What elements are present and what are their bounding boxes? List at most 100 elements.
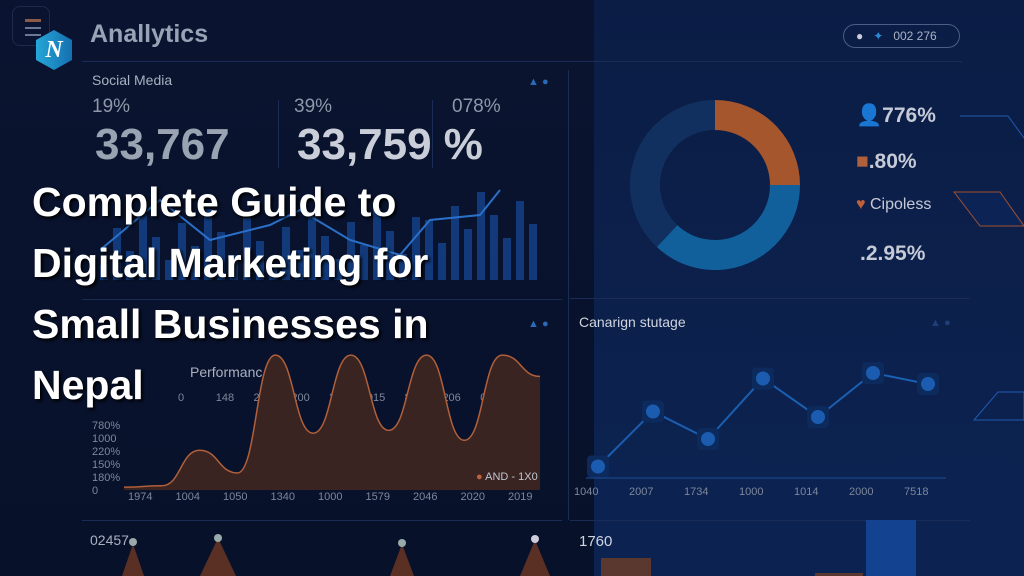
area-line	[124, 354, 540, 488]
bar	[412, 217, 420, 280]
pill-value: 002 276	[893, 29, 937, 43]
trend-line	[100, 189, 501, 257]
x-tick-label: 0	[178, 392, 185, 404]
bar	[386, 231, 394, 280]
bar	[165, 260, 173, 280]
donut-chart	[630, 100, 800, 270]
stat-row: ♥ Cipoless	[856, 196, 931, 214]
area-legend-label: AND - 1X0	[485, 471, 538, 483]
data-point	[756, 371, 770, 386]
apple-icon: ●	[856, 29, 864, 43]
bar	[282, 227, 290, 280]
y-tick-label: 220%	[92, 446, 121, 458]
x-tick-label: 7518	[904, 486, 929, 498]
bar	[217, 232, 225, 280]
headline: Complete Guide to Digital Marketing for …	[32, 172, 572, 416]
bottom-right-value: 1760	[579, 533, 613, 550]
user-icon: 👤	[856, 104, 883, 127]
stat-value: Cipoless	[869, 196, 932, 213]
bar	[204, 209, 212, 280]
metric-pct-1: 19%	[92, 96, 131, 117]
data-point	[866, 366, 880, 380]
stat-row: .2.95%	[860, 242, 925, 266]
headline-line: Digital Marketing for	[32, 240, 429, 286]
bag-icon: ■	[856, 150, 869, 173]
x-tick-label: 1974	[128, 491, 153, 503]
x-tick-label: 1579	[365, 491, 390, 503]
x-tick-label: 1734	[684, 486, 709, 498]
bar	[451, 206, 459, 280]
metric-value-2: 33,759 %	[297, 120, 483, 169]
bar	[113, 228, 121, 280]
bar	[230, 255, 238, 280]
y-tick-label: 1000	[92, 433, 117, 445]
area-chart	[124, 354, 540, 490]
x-tick-label: 1014	[794, 486, 819, 498]
bar	[308, 213, 316, 280]
bar	[425, 220, 433, 280]
stat-value: .80%	[868, 150, 917, 173]
area-fill	[124, 355, 540, 490]
background-bar-chart	[100, 189, 537, 280]
chart-actions-icon[interactable]: ▲ ●	[528, 76, 549, 88]
x-tick-label: 2046	[413, 491, 438, 503]
line-chart-actions-icon[interactable]: ▲ ●	[930, 317, 951, 329]
y-tick-label: 150%	[92, 459, 121, 471]
bar	[256, 241, 264, 280]
data-point	[591, 459, 605, 474]
bar	[815, 573, 863, 576]
bar	[334, 259, 342, 280]
stat-row: 👤776%	[856, 104, 936, 128]
bar	[529, 224, 537, 280]
bar	[866, 520, 916, 576]
area-chart-actions-icon[interactable]: ▲ ●	[528, 318, 549, 330]
x-tick-label: 2019	[508, 491, 533, 503]
bar	[601, 558, 651, 576]
y-tick-label: 180%	[92, 472, 121, 484]
x-tick-label: 1050	[223, 491, 248, 503]
bottom-peaks-chart	[122, 534, 550, 576]
bar	[243, 218, 251, 280]
y-tick-label: 0	[92, 485, 99, 497]
dashboard-right-panel	[594, 0, 1024, 576]
x-tick-label: 1000	[739, 486, 764, 498]
bar	[490, 215, 498, 280]
x-tick-label: 1000	[318, 491, 343, 503]
headline-line: Small Businesses in	[32, 301, 429, 347]
bar	[516, 201, 524, 280]
data-point	[811, 410, 825, 424]
area-y-axis: 780% 1000 220% 150% 180% 0	[92, 420, 132, 500]
x-tick-label: 1040	[574, 486, 599, 498]
heart-icon: ♥	[856, 196, 866, 213]
area-legend: ● AND - 1X0	[476, 471, 538, 484]
bar	[100, 265, 108, 280]
menu-icon[interactable]	[12, 6, 50, 46]
donut-segment	[630, 100, 716, 247]
data-point	[701, 432, 715, 446]
bar	[477, 192, 485, 280]
bar	[152, 237, 160, 280]
bar	[191, 246, 199, 280]
bar	[321, 236, 329, 280]
bottom-left-value: 02457	[90, 532, 129, 548]
social-pill[interactable]: ● ✦ 002 276	[843, 24, 960, 48]
y-tick-label: 780%	[92, 420, 121, 432]
stat-row: ■.80%	[856, 150, 917, 174]
bar	[295, 250, 303, 280]
metric-value-1: 33,767	[95, 120, 230, 169]
twitter-icon: ✦	[873, 29, 884, 43]
bar	[360, 245, 368, 280]
x-tick-label: 206	[442, 392, 461, 404]
bar	[269, 264, 277, 280]
headline-line: Nepal	[32, 362, 144, 408]
x-tick-label: 148	[215, 392, 235, 404]
stat-value: .2.95%	[860, 242, 926, 265]
metric-pct-3: 078%	[452, 96, 501, 117]
bar	[399, 254, 407, 280]
line-chart-title: Canarign stutage	[579, 314, 686, 330]
bar	[139, 214, 147, 280]
line-chart	[586, 362, 946, 479]
app-title: Anallytics	[90, 20, 209, 48]
bar	[373, 208, 381, 280]
x-tick-label: 2020	[460, 491, 485, 503]
